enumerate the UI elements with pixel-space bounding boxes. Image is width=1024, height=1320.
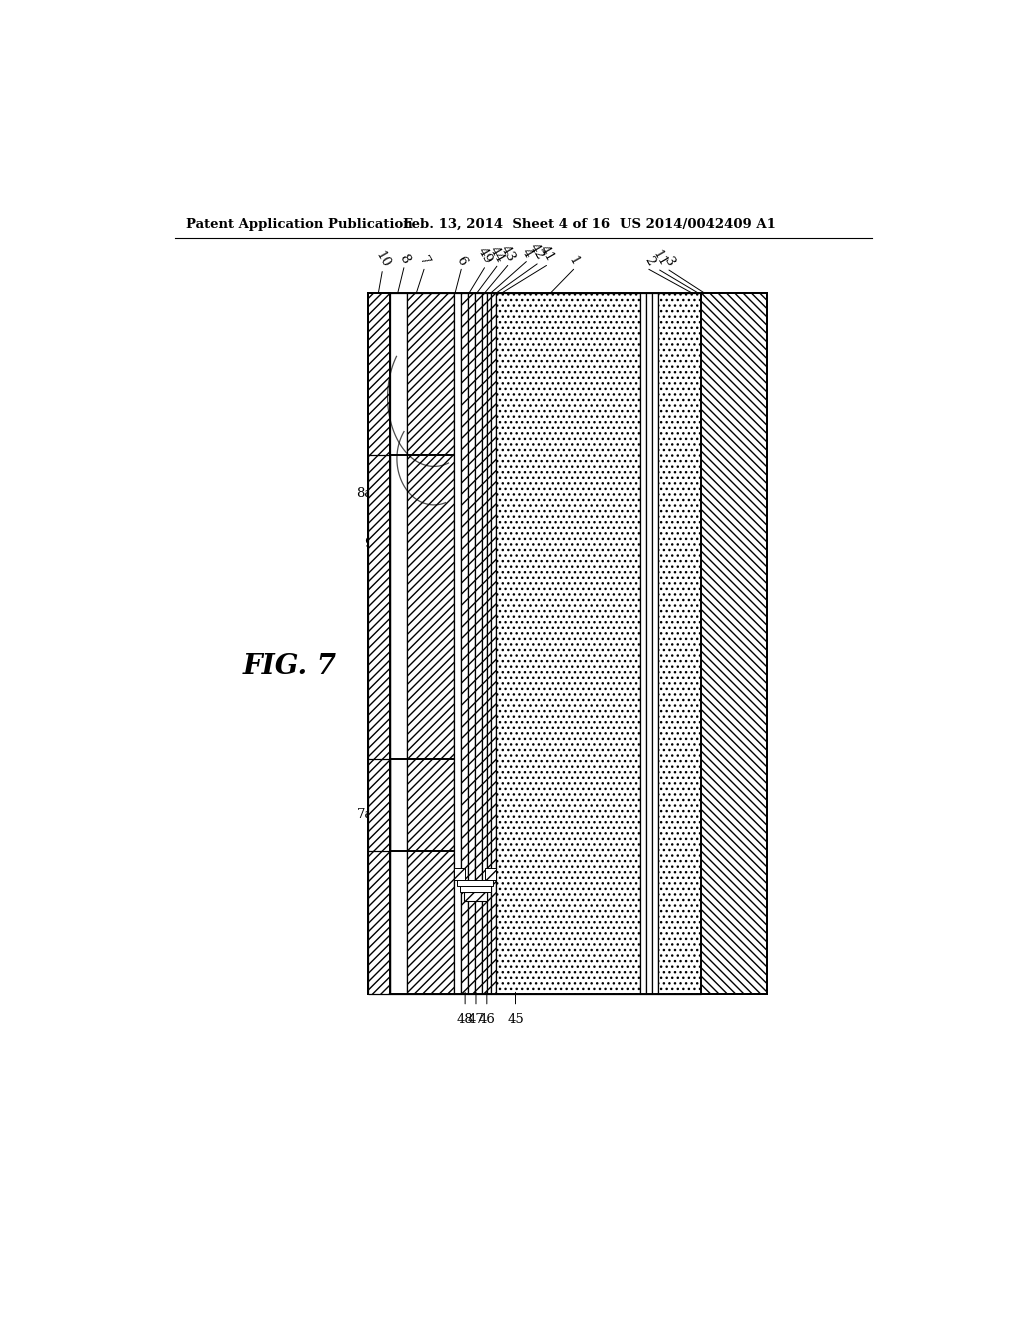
Bar [475, 293, 482, 994]
Bar [652, 293, 658, 994]
Bar [369, 759, 390, 851]
Text: 6: 6 [454, 253, 469, 268]
Bar [496, 293, 640, 994]
Bar [492, 293, 496, 994]
Text: 11: 11 [650, 248, 670, 268]
Bar [486, 293, 492, 994]
Bar [485, 869, 496, 880]
Text: 48: 48 [457, 1014, 473, 1026]
Bar [369, 759, 390, 851]
Bar [461, 293, 468, 994]
Bar [369, 293, 390, 994]
Bar [464, 892, 486, 902]
Bar [454, 293, 461, 994]
Bar [461, 293, 468, 994]
Bar [458, 880, 493, 886]
Bar [640, 293, 646, 994]
Text: 7: 7 [417, 253, 432, 268]
Text: 47: 47 [468, 1014, 484, 1026]
Text: 4: 4 [518, 247, 535, 260]
Bar [369, 455, 390, 994]
Bar [646, 293, 652, 994]
Bar [369, 455, 390, 994]
Text: 43: 43 [498, 243, 517, 264]
Text: 2: 2 [641, 253, 656, 268]
Text: 8a: 8a [356, 487, 373, 500]
Bar [369, 293, 390, 994]
Bar [468, 293, 475, 994]
Bar [468, 293, 475, 994]
Bar [482, 293, 486, 994]
Bar [369, 455, 390, 994]
Text: 3: 3 [662, 255, 677, 268]
Text: FIG. 7: FIG. 7 [243, 653, 337, 680]
Text: Patent Application Publication: Patent Application Publication [186, 218, 413, 231]
Text: 8: 8 [396, 252, 412, 267]
Text: 42: 42 [527, 242, 547, 263]
Bar [407, 293, 454, 994]
Text: 9: 9 [365, 537, 373, 550]
Text: 41: 41 [537, 243, 556, 264]
Bar [369, 759, 390, 851]
Text: Feb. 13, 2014  Sheet 4 of 16: Feb. 13, 2014 Sheet 4 of 16 [403, 218, 610, 231]
Bar [658, 293, 700, 994]
Bar [455, 869, 465, 880]
Bar [455, 869, 465, 880]
Bar [460, 886, 490, 892]
Bar [700, 293, 767, 994]
Bar [492, 293, 496, 994]
Text: 1: 1 [566, 253, 582, 268]
Bar [475, 293, 482, 994]
Bar [485, 869, 496, 880]
Bar [700, 293, 767, 994]
Text: 7a: 7a [356, 808, 373, 821]
Bar [658, 293, 700, 994]
Text: 45: 45 [507, 1014, 524, 1026]
Text: US 2014/0042409 A1: US 2014/0042409 A1 [621, 218, 776, 231]
Bar [407, 293, 454, 994]
Bar [390, 293, 407, 994]
Text: 44: 44 [487, 244, 507, 264]
Bar [482, 293, 486, 994]
Text: 10: 10 [373, 249, 392, 271]
Text: 49: 49 [475, 246, 495, 267]
Text: 46: 46 [478, 1014, 496, 1026]
Bar [464, 892, 486, 902]
Bar [496, 293, 640, 994]
Bar [486, 293, 492, 994]
